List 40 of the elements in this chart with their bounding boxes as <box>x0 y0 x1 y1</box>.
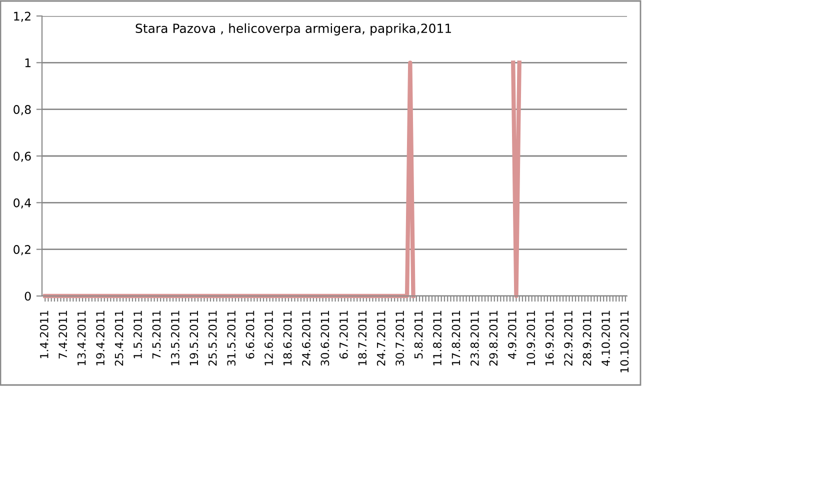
y-tick-label: 1,2 <box>14 12 30 22</box>
y-tick-label: 0 <box>24 292 31 301</box>
text: Stara Pazova , helicoverpa armigera, paprika,2011 <box>136 23 451 36</box>
x-tick-label: 10.9.2011 <box>526 310 536 366</box>
x-tick-label: 24.7.2011 <box>376 310 386 366</box>
x-tick-label: 12.6.2011 <box>264 310 273 366</box>
x-tick-label: 31.5.2011 <box>227 310 236 366</box>
x-tick-label: 19.5.2011 <box>190 310 198 366</box>
x-tick-label: 17.8.2011 <box>452 310 460 366</box>
x-tick-label: 4.9.2011 <box>508 310 516 359</box>
x-tick-label: 19.4.2011 <box>96 310 105 366</box>
y-tick-label: 0,6 <box>14 152 31 162</box>
x-tick-label: 22.9.2011 <box>564 310 573 366</box>
y-tick-label: 0,2 <box>14 245 30 256</box>
x-tick-label: 18.6.2011 <box>283 310 292 366</box>
x-tick-label: 7.5.2011 <box>152 310 161 358</box>
x-tick-label: 1.5.2011 <box>134 310 142 358</box>
x-tick-label: 11.8.2011 <box>433 310 442 366</box>
x-tick-label: 13.5.2011 <box>170 310 180 366</box>
x-tick-label: 13.4.2011 <box>77 310 86 366</box>
x-tick-label: 18.7.2011 <box>358 310 367 366</box>
x-tick-label: 30.7.2011 <box>396 310 404 366</box>
x-tick-label: 1.4.2011 <box>40 310 48 358</box>
x-tick-label: 7.4.2011 <box>58 310 68 358</box>
x-tick-label: 30.6.2011 <box>320 310 330 366</box>
x-tick-label: 4.10.2011 <box>602 310 610 366</box>
x-tick-label: 24.6.2011 <box>302 310 310 366</box>
x-tick-label: 25.4.2011 <box>114 310 124 366</box>
x-tick-label: 6.6.2011 <box>246 310 254 359</box>
x-tick-label: 23.8.2011 <box>470 310 479 366</box>
y-tick-label: 0,8 <box>14 105 31 116</box>
x-tick-label: 25.5.2011 <box>208 310 217 366</box>
x-tick-label: 28.9.2011 <box>582 310 592 366</box>
y-tick-label: 0,4 <box>14 198 31 209</box>
y-tick-label: 1 <box>25 58 30 68</box>
x-tick-label: 29.8.2011 <box>489 310 498 366</box>
x-tick-label: 5.8.2011 <box>414 310 423 359</box>
x-tick-label: 10.10.2011 <box>620 310 629 372</box>
x-tick-label: 6.7.2011 <box>339 310 348 359</box>
x-tick-label: 16.9.2011 <box>545 310 554 366</box>
